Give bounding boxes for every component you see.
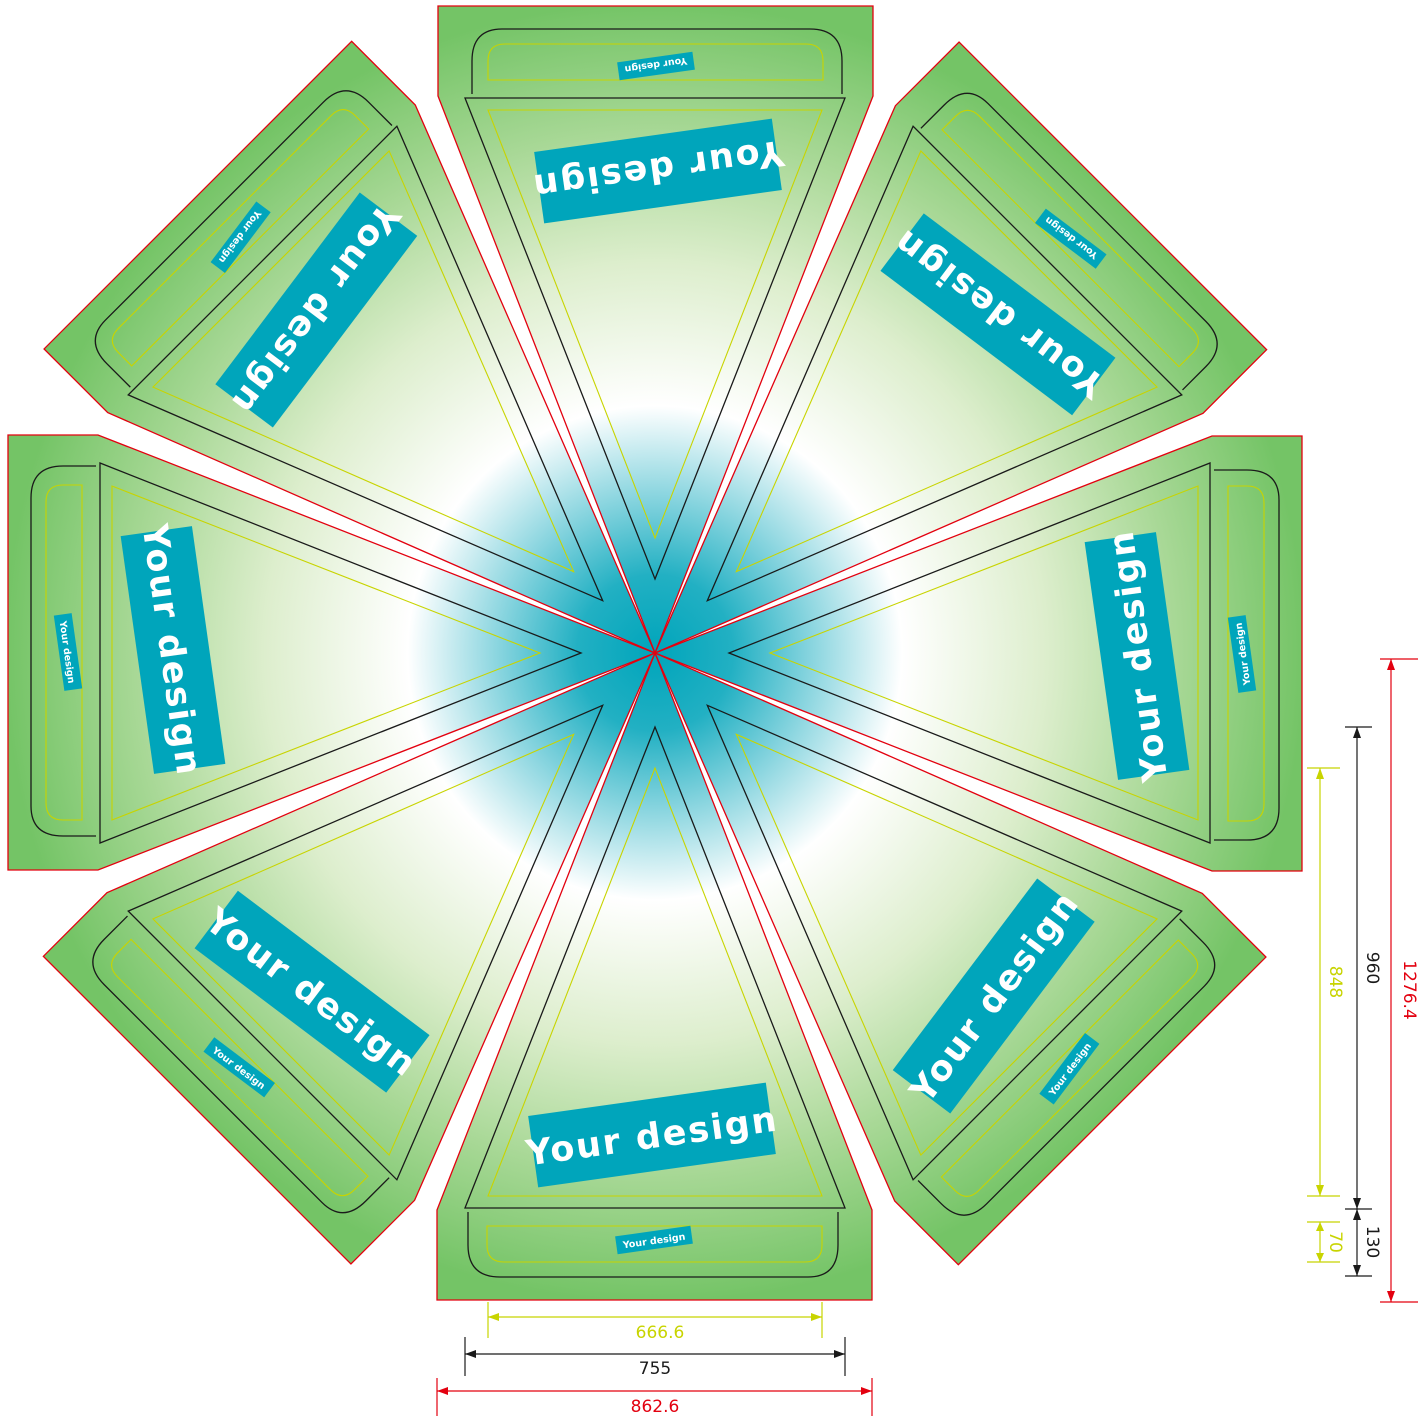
dim-cut-height (1380, 658, 1418, 1303)
canopy-panel: Your design Your design (7, 434, 657, 871)
panel-safe-line (111, 485, 542, 821)
design-label-large-box (892, 878, 1095, 1114)
flap-fold-line (917, 918, 1216, 1216)
dim-cut-width-label: 862.6 (631, 1397, 680, 1417)
design-label-small: Your design (615, 1225, 693, 1255)
design-label-large-box (194, 890, 430, 1093)
flap-safe-line (45, 484, 83, 821)
design-label-small-box (617, 51, 695, 81)
design-label-large-box (880, 213, 1116, 416)
vertical-dimensions: 1276.4 960 130 848 70 (1307, 658, 1419, 1303)
design-label-large-box (1084, 532, 1190, 780)
flap-fold-line (30, 465, 96, 837)
dim-fold-width-label: 755 (639, 1359, 671, 1379)
canopy-panel: Your design Your design (42, 651, 657, 1265)
flap-fold-line (467, 1212, 839, 1278)
flap-fold-line (1214, 469, 1280, 841)
dim-fold-height-label: 960 (1362, 952, 1382, 984)
panel-bleed (653, 651, 1267, 1266)
canopy-panel: Your design Your design (43, 40, 657, 655)
panel-safe-line (487, 766, 823, 1197)
panel-safe-line (735, 149, 1159, 573)
dim-fold-width (464, 1337, 846, 1376)
flap-safe-line (111, 938, 369, 1197)
design-label-small: Your design (53, 613, 83, 691)
canopy-panel: Your design Your design (653, 435, 1303, 872)
panel-bleed (43, 40, 657, 655)
canopy-panel: Your design Your design (436, 651, 873, 1301)
design-label-large: Your design (120, 521, 226, 779)
flap-safe-line (487, 43, 824, 81)
flap-fold-line (94, 90, 393, 388)
panel-fold-line (706, 125, 1183, 602)
flap-safe-line (941, 109, 1199, 368)
design-label-large-box (215, 192, 418, 428)
dim-safe-height-label: 848 (1325, 966, 1345, 998)
design-label-small-box (1035, 208, 1107, 269)
design-label-large-box (528, 1082, 776, 1188)
design-label-small-box (203, 1037, 275, 1098)
flap-safe-line (940, 939, 1199, 1197)
panel-safe-line (735, 733, 1159, 1157)
design-label-small-box (615, 1225, 693, 1255)
panel-bleed (42, 651, 657, 1265)
dim-cut-height-label: 1276.4 (1399, 960, 1419, 1019)
dim-safe-height (1307, 767, 1340, 1263)
panel-fold-line (99, 462, 583, 844)
canopy-panel: Your design Your design (653, 41, 1268, 655)
panel-fold-line (127, 125, 604, 602)
panel-safe-line (151, 733, 575, 1157)
design-label-small-box (210, 201, 271, 273)
dim-safe-width (487, 1302, 823, 1338)
design-label-small-box (53, 613, 83, 691)
panel-safe-line (151, 149, 575, 573)
dim-flap-safe-label: 70 (1325, 1231, 1345, 1253)
flap-fold-line (920, 92, 1218, 391)
canopy-panel: Your design Your design (437, 5, 874, 655)
panel-safe-line (487, 109, 823, 540)
flap-fold-line (92, 915, 390, 1214)
design-label-large-box (120, 526, 226, 774)
panel-bleed (653, 41, 1268, 655)
dim-safe-width-label: 666.6 (636, 1323, 685, 1343)
panel-fold-line (706, 704, 1183, 1181)
canopy-panel: Your design Your design (653, 651, 1267, 1266)
panel-fold-line (727, 462, 1211, 844)
dim-cut-width (436, 1378, 873, 1416)
flap-safe-line (1227, 485, 1265, 822)
horizontal-dimensions: 666.6 755 862.6 (436, 1302, 873, 1417)
design-label-large-box (534, 118, 782, 224)
panel-fold-line (464, 725, 846, 1209)
panel-safe-line (768, 485, 1199, 821)
dim-fold-height (1345, 726, 1372, 1277)
panel-fold-line (127, 704, 604, 1181)
flap-fold-line (471, 28, 843, 94)
canopy-panels: Your design Your design Your design (7, 5, 1303, 1301)
panel-fold-line (464, 97, 846, 581)
flap-safe-line (486, 1225, 823, 1263)
design-label-small-box (1039, 1033, 1100, 1105)
design-label-small: Your design (1227, 615, 1257, 693)
design-label-small: Your design (617, 51, 695, 81)
design-label-large: Your design (523, 1082, 781, 1188)
flap-safe-line (111, 109, 370, 367)
design-label-small-box (1227, 615, 1257, 693)
dim-flap-height-label: 130 (1362, 1226, 1382, 1258)
